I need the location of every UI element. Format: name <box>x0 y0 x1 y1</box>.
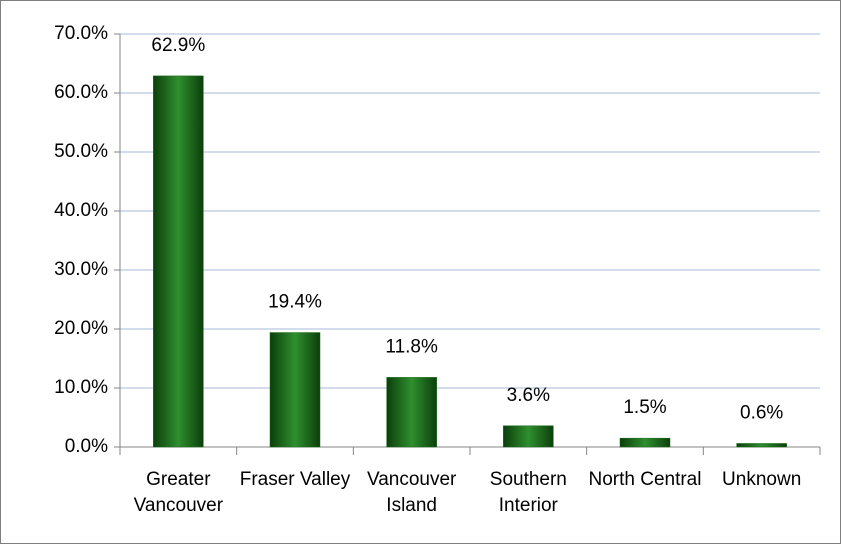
bar <box>619 437 671 448</box>
value-label: 3.6% <box>507 385 550 406</box>
bar <box>386 377 437 448</box>
y-tick-label: 10.0% <box>54 377 108 398</box>
y-tick-label: 20.0% <box>54 318 108 339</box>
value-label: 0.6% <box>740 402 783 423</box>
x-tick-label: Fraser Valley <box>239 469 351 490</box>
value-label: 62.9% <box>151 35 205 56</box>
y-tick-label: 50.0% <box>54 141 108 162</box>
y-tick-label: 0.0% <box>65 436 108 457</box>
value-label: 1.5% <box>623 397 666 418</box>
x-tick-label: Southern Interior <box>489 469 567 516</box>
y-tick-label: 60.0% <box>54 82 108 103</box>
bar <box>736 443 787 448</box>
value-label: 19.4% <box>268 292 322 313</box>
x-tick-label: North Central <box>588 469 702 490</box>
bar <box>503 425 554 448</box>
bar <box>269 332 321 448</box>
y-tick-label: 30.0% <box>54 259 108 280</box>
value-label: 11.8% <box>385 336 438 357</box>
x-tick-label: Vancouver Island <box>366 469 457 516</box>
x-tick-label: Greater Vancouver <box>133 469 224 516</box>
bar <box>153 75 204 448</box>
x-tick-label: Unknown <box>722 469 802 490</box>
y-tick-label: 70.0% <box>54 23 108 44</box>
y-tick-label: 40.0% <box>54 200 108 221</box>
